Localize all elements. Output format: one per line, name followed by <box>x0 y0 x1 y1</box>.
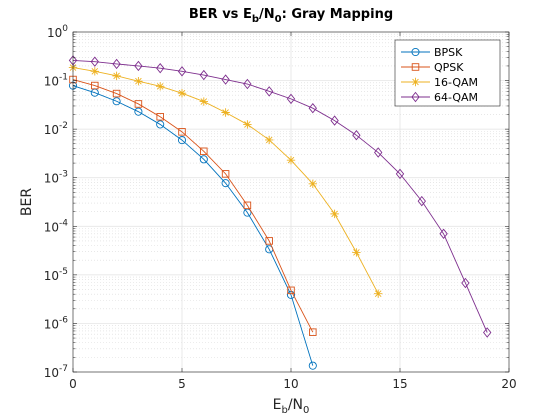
y-axis-label: BER <box>19 188 35 216</box>
legend-marker <box>411 77 420 87</box>
series-64-qam <box>68 55 492 338</box>
data-point <box>286 93 296 105</box>
data-point <box>308 102 317 114</box>
data-point <box>199 97 208 106</box>
x-tick-label: 0 <box>69 377 77 391</box>
data-point <box>134 77 143 86</box>
chart-title: BER vs Eb/N0: Gray Mapping <box>189 7 393 25</box>
data-point <box>265 135 274 145</box>
data-point <box>243 201 252 210</box>
x-tick-label: 20 <box>501 377 516 391</box>
data-point <box>112 58 121 70</box>
data-point <box>134 60 143 72</box>
data-point <box>90 56 99 67</box>
legend-entry: 16-QAM <box>401 76 478 89</box>
data-point <box>91 81 99 90</box>
data-point <box>243 120 252 129</box>
data-point <box>156 82 165 91</box>
legend: BPSK QPSK 16-QAM 64-QAM <box>394 39 501 107</box>
data-point <box>309 328 317 336</box>
data-point <box>221 170 230 178</box>
data-point <box>461 277 470 289</box>
x-tick-label: 15 <box>392 377 407 391</box>
legend-entry: QPSK <box>401 61 464 74</box>
legend-entry: BPSK <box>401 46 463 59</box>
legend-box <box>394 39 501 107</box>
data-point <box>156 62 165 74</box>
data-point <box>308 361 317 370</box>
legend-label: BPSK <box>434 46 463 59</box>
data-point <box>221 74 230 85</box>
legend-entry: 64-QAM <box>401 91 478 104</box>
data-point <box>112 89 121 98</box>
data-point <box>439 228 448 240</box>
data-point <box>243 78 252 90</box>
tick-marks <box>72 31 510 373</box>
data-point <box>221 179 230 188</box>
data-point <box>352 248 361 257</box>
data-point <box>287 286 295 295</box>
data-point <box>177 88 187 98</box>
data-point <box>199 69 208 81</box>
data-point <box>200 147 208 156</box>
legend-marker <box>411 91 420 103</box>
data-point <box>374 147 383 158</box>
x-tick-label: 10 <box>283 377 298 391</box>
data-point <box>308 179 317 188</box>
x-tick-labels: 0 5 10 15 20 <box>69 377 516 391</box>
data-point <box>221 108 230 117</box>
series-layer <box>68 55 492 370</box>
legend-label: 64-QAM <box>434 91 478 104</box>
data-point <box>483 327 492 338</box>
data-point <box>330 115 339 126</box>
data-point <box>156 120 165 129</box>
data-point <box>156 112 164 121</box>
data-point <box>112 97 121 106</box>
data-point <box>352 129 361 141</box>
data-point <box>330 209 339 219</box>
legend-marker <box>411 63 420 71</box>
data-point <box>112 71 121 81</box>
data-point <box>90 67 99 76</box>
data-point <box>199 155 208 164</box>
data-point <box>286 155 296 165</box>
data-point <box>178 128 186 136</box>
legend-marker <box>411 47 420 57</box>
x-tick-label: 5 <box>178 377 186 391</box>
legend-label: 16-QAM <box>434 76 478 89</box>
data-point <box>134 100 143 108</box>
data-point <box>395 168 405 180</box>
series-qpsk <box>69 75 317 336</box>
data-point <box>177 136 187 145</box>
data-point <box>374 289 383 298</box>
x-axis-label: Eb/N0 <box>273 397 310 416</box>
data-point <box>177 66 187 77</box>
data-point <box>417 195 426 207</box>
series-bpsk <box>68 81 317 370</box>
data-point <box>134 107 143 116</box>
data-point <box>265 237 273 245</box>
legend-label: QPSK <box>434 61 464 74</box>
data-point <box>265 86 274 97</box>
